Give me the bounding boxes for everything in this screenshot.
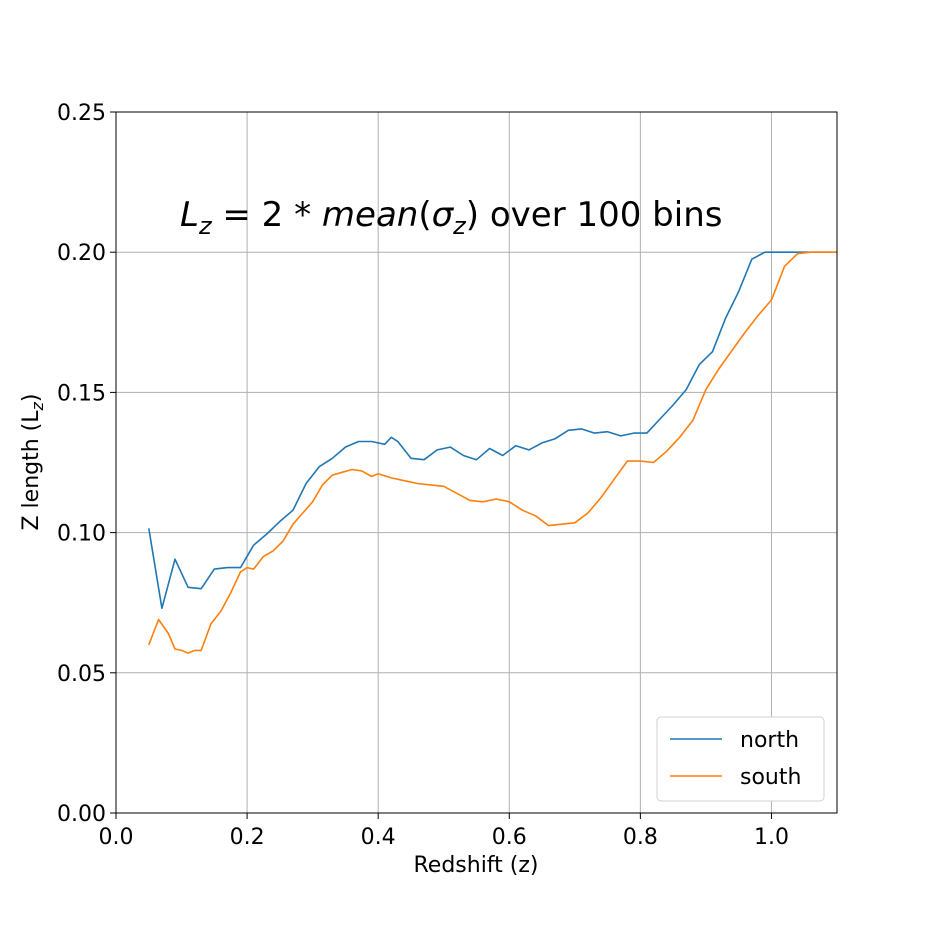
y-tick-label: 0.10 <box>57 522 106 547</box>
legend: north south <box>656 716 825 802</box>
legend-box <box>656 716 825 802</box>
y-tick-label: 0.05 <box>57 662 106 687</box>
series-line-north <box>148 251 837 610</box>
x-axis-label: Redshift (z) <box>413 853 538 878</box>
annotation-rest: over 100 bins <box>479 195 722 235</box>
axis-ticks: 0.0 0.2 0.4 0.6 0.8 1.0 0.00 0.05 0.10 0.15 0.20 0.… <box>57 101 789 850</box>
annotation-sub-z2: z <box>452 212 467 240</box>
annotation-mean: mean <box>322 195 418 235</box>
x-tick-label: 0.0 <box>99 825 134 850</box>
legend-label-south: south <box>740 765 801 790</box>
plot-frame <box>115 111 838 814</box>
x-tick-label: 0.8 <box>623 825 658 850</box>
y-tick-label: 0.15 <box>57 381 106 406</box>
series-line-south <box>148 251 837 655</box>
x-tick-label: 0.4 <box>361 825 396 850</box>
annotation-sigma: σ <box>432 195 455 235</box>
annotation-eq: = 2 * <box>212 195 322 235</box>
y-tick-label: 0.20 <box>57 241 106 266</box>
series-layer <box>148 251 837 655</box>
y-tick-label: 0.25 <box>57 101 106 126</box>
y-tick-label: 0.00 <box>57 802 106 827</box>
formula-annotation: Lz = 2 * mean(σz) over 100 bins <box>180 195 722 240</box>
y-axis-label-close: ) <box>19 393 44 402</box>
y-axis-label: Z length (Lz) <box>19 393 47 530</box>
x-tick-label: 0.6 <box>492 825 527 850</box>
x-tick-label: 0.2 <box>230 825 265 850</box>
annotation-paren-close: ) <box>466 195 479 235</box>
annotation-l: L <box>180 195 199 235</box>
annotation-paren-open: ( <box>418 195 431 235</box>
grid-lines <box>115 111 837 814</box>
x-tick-label: 1.0 <box>754 825 789 850</box>
y-axis-label-sub: z <box>28 401 47 411</box>
annotation-sub-z: z <box>198 212 213 240</box>
legend-label-north: north <box>740 728 799 753</box>
y-axis-label-main: Z length (L <box>19 410 44 531</box>
